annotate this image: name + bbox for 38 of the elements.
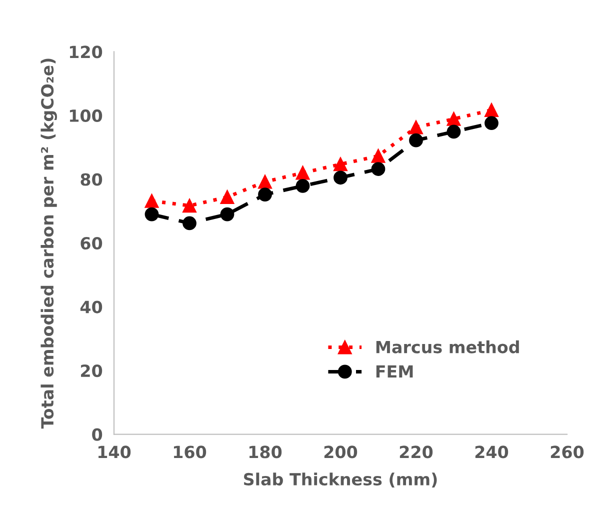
point: [296, 166, 310, 180]
x-tick-label: 160: [174, 446, 206, 458]
point: [446, 112, 461, 126]
y-tick-label: 60: [80, 236, 102, 250]
point: [334, 157, 348, 172]
x-tick-label: 200: [324, 446, 358, 458]
point: [334, 170, 348, 185]
point: [484, 116, 498, 130]
point: [258, 188, 272, 202]
point: [409, 120, 423, 134]
point: [371, 162, 386, 176]
point: [409, 133, 423, 148]
point: [258, 174, 272, 189]
x-tick-label: 180: [249, 446, 282, 458]
y-tick-label: 100: [70, 109, 102, 122]
point: [484, 103, 498, 117]
point: [182, 198, 196, 213]
point: [182, 216, 196, 230]
x-tick-label: 220: [400, 446, 433, 458]
x-axis-title: Slab Thickness (mm): [244, 472, 437, 488]
point: [220, 207, 234, 222]
point: [371, 149, 386, 163]
y-tick-label: 20: [81, 364, 102, 378]
y-tick-label: 80: [80, 173, 102, 186]
point: [144, 194, 159, 208]
point: [446, 124, 461, 139]
legend-label: Marcus method: [376, 340, 519, 354]
point: [144, 207, 159, 222]
point: [296, 178, 310, 193]
y-tick-label: 40: [80, 300, 102, 314]
x-tick-label: 140: [98, 446, 131, 458]
y-tick-label: 0: [92, 428, 102, 441]
y-tick-label: 120: [70, 46, 102, 58]
x-tick-label: 240: [475, 446, 508, 458]
y-axis-title: Total embodied carbon per m² (kgCO₂e): [40, 58, 57, 429]
x-tick-label: 260: [550, 446, 584, 458]
point: [220, 190, 234, 204]
legend-label: FEM: [376, 365, 413, 378]
